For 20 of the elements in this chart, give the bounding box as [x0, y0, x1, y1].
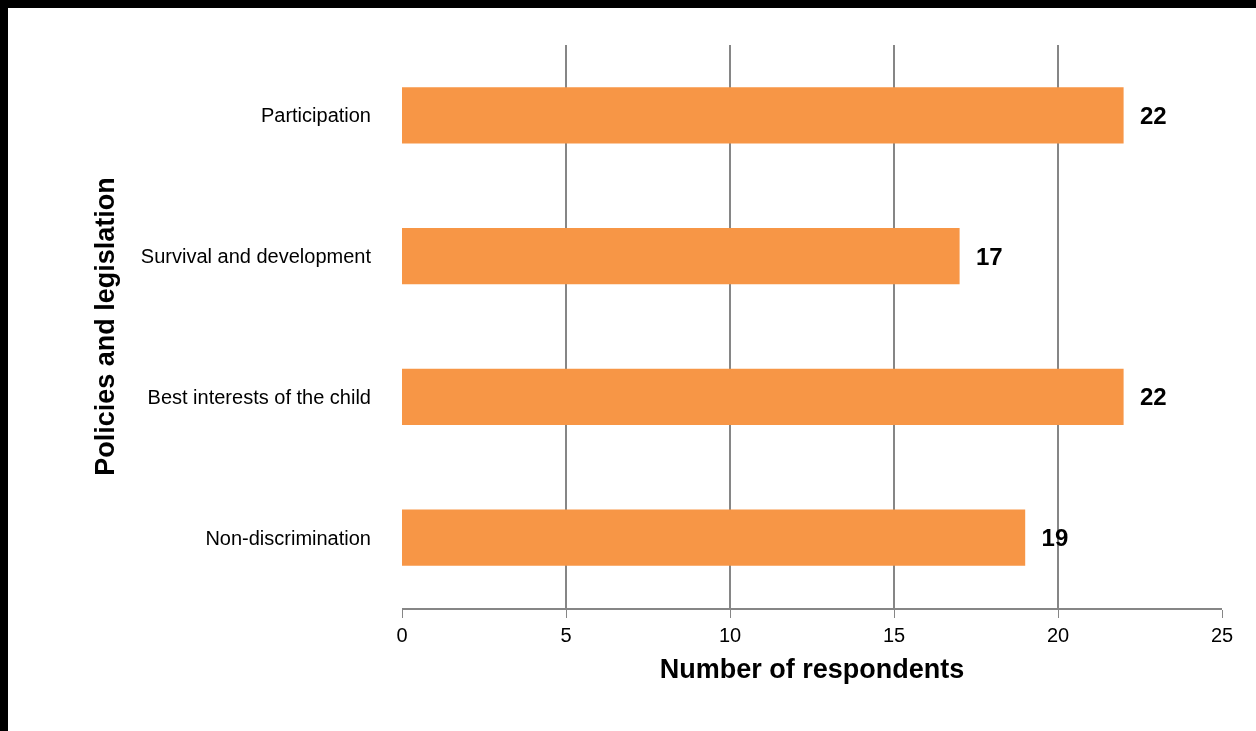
y-tick-label: Best interests of the child	[147, 385, 371, 408]
x-tick-label: 5	[560, 623, 572, 646]
bar	[402, 227, 960, 285]
bar	[402, 87, 1124, 144]
x-tick-label: 20	[1046, 623, 1070, 646]
y-axis-title: Policies and legislation	[89, 177, 120, 476]
bar	[402, 509, 1026, 566]
y-tick-label: Non-discrimination	[205, 526, 371, 549]
data-label: 22	[1126, 101, 1167, 129]
y-tick-label: Participation	[260, 104, 371, 127]
data-label: 22	[1126, 383, 1167, 411]
x-tick-label: 0	[396, 623, 408, 646]
data-label: 19	[1028, 524, 1069, 552]
bar	[402, 368, 1124, 426]
x-tick-label: 25	[1210, 623, 1234, 646]
x-tick-label: 15	[882, 623, 906, 646]
x-axis-title: Number of respondents	[659, 653, 965, 684]
y-tick-label: Survival and development	[140, 245, 372, 268]
data-label: 17	[962, 242, 1003, 270]
x-tick-label: 10	[718, 623, 742, 646]
